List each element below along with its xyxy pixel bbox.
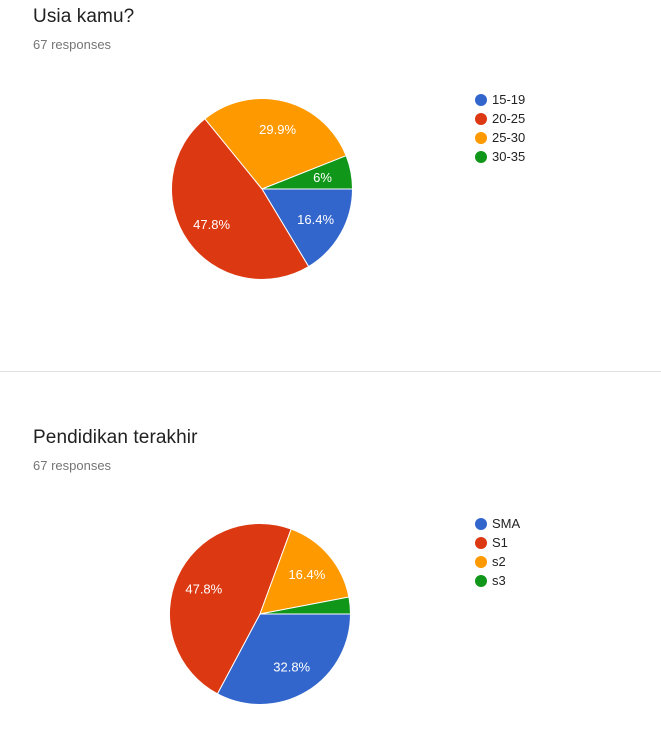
pie-slice-s3[interactable]: [259, 596, 351, 615]
legend-item-20-25: 20-25: [475, 109, 525, 128]
legend-label: SMA: [492, 516, 521, 531]
pie-slice-15-19[interactable]: [261, 188, 353, 268]
pie-slice-label: 32.8%: [273, 659, 310, 674]
legend-swatch-icon: [475, 93, 487, 106]
legend-item-s2: s2: [475, 552, 520, 571]
response-count: 67 responses: [33, 37, 112, 52]
legend-label: s3: [492, 573, 506, 588]
chart-legend-usia: 15-19 20-25 25-30 30-35: [475, 90, 525, 166]
question-title: Pendidikan terakhir: [33, 427, 198, 448]
pie-slice-label: 16.4%: [288, 567, 325, 582]
legend-label: 25-30: [492, 130, 526, 145]
pie-slice-label: 6%: [313, 170, 332, 185]
pie-slice-label: 16.4%: [297, 212, 334, 227]
section-divider: [0, 371, 661, 372]
legend-label: S1: [492, 535, 508, 550]
pie-slice-20-25[interactable]: [171, 118, 310, 280]
legend-label: 20-25: [492, 111, 526, 126]
legend-label: s2: [492, 554, 506, 569]
legend-item-S1: S1: [475, 533, 520, 552]
legend-item-SMA: SMA: [475, 514, 520, 533]
pie-slice-SMA[interactable]: [216, 613, 351, 705]
legend-item-30-35: 30-35: [475, 147, 525, 166]
question-title: Usia kamu?: [33, 6, 135, 27]
pie-slice-30-35[interactable]: [261, 155, 353, 190]
legend-swatch-icon: [475, 150, 487, 163]
legend-swatch-icon: [475, 555, 487, 568]
pie-slice-25-30[interactable]: [204, 98, 347, 190]
pie-slice-label: 29.9%: [259, 122, 296, 137]
pie-slice-label: 47.8%: [193, 217, 230, 232]
response-count: 67 responses: [33, 458, 112, 473]
pie-slice-S1[interactable]: [169, 523, 292, 695]
pie-slice-s2[interactable]: [259, 528, 350, 615]
pie-chart-usia: 16.4% 47.8% 29.9% 6%: [171, 98, 353, 280]
pie-slice-label: 47.8%: [185, 581, 222, 596]
legend-item-15-19: 15-19: [475, 90, 525, 109]
legend-swatch-icon: [475, 517, 487, 530]
legend-swatch-icon: [475, 131, 487, 144]
legend-swatch-icon: [475, 112, 487, 125]
pie-chart-pendidikan: 32.8% 47.8% 16.4%: [169, 523, 351, 705]
chart-legend-pendidikan: SMA S1 s2 s3: [475, 514, 520, 590]
legend-item-s3: s3: [475, 571, 520, 590]
legend-item-25-30: 25-30: [475, 128, 525, 147]
legend-swatch-icon: [475, 574, 487, 587]
legend-swatch-icon: [475, 536, 487, 549]
legend-label: 15-19: [492, 92, 526, 107]
legend-label: 30-35: [492, 149, 526, 164]
